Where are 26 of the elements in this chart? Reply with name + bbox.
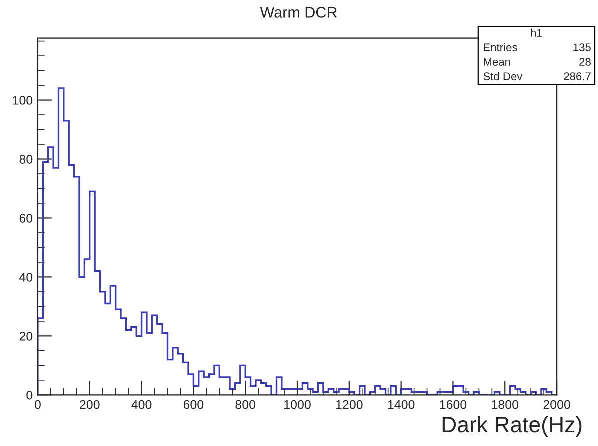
x-tick-label: 200: [80, 400, 100, 410]
x-tick-label: 2000: [544, 400, 570, 410]
x-tick-label: 400: [132, 400, 152, 410]
text: h1: [531, 28, 542, 37]
text: 28: [580, 58, 591, 66]
y-tick-label: 0: [26, 390, 33, 400]
text: 286.7: [564, 72, 591, 80]
y-tick-label: 40: [19, 273, 33, 282]
x-tick-label: 1400: [388, 400, 415, 410]
chart-title: Warm DCR: [260, 7, 338, 18]
x-tick-label: 600: [184, 400, 204, 410]
x-tick-label: 800: [236, 400, 256, 410]
x-tick-label: 1600: [440, 400, 467, 410]
y-tick-label: 20: [20, 332, 33, 341]
x-tick-label: 1200: [336, 400, 363, 410]
annotation: Entries: [484, 43, 518, 52]
text: 135: [574, 44, 591, 52]
x-tick-label: 1800: [492, 400, 519, 410]
x-tick-label: 0: [34, 400, 41, 410]
annotation: Std Dev: [484, 72, 523, 80]
y-tick-label: 100: [13, 96, 33, 105]
x-tick-label: 1000: [284, 400, 311, 410]
x-axis-title: Dark Rate(Hz): [442, 416, 582, 438]
y-tick-label: 60: [20, 214, 33, 223]
y-tick-label: 80: [20, 155, 33, 164]
annotation: Mean: [484, 58, 510, 66]
